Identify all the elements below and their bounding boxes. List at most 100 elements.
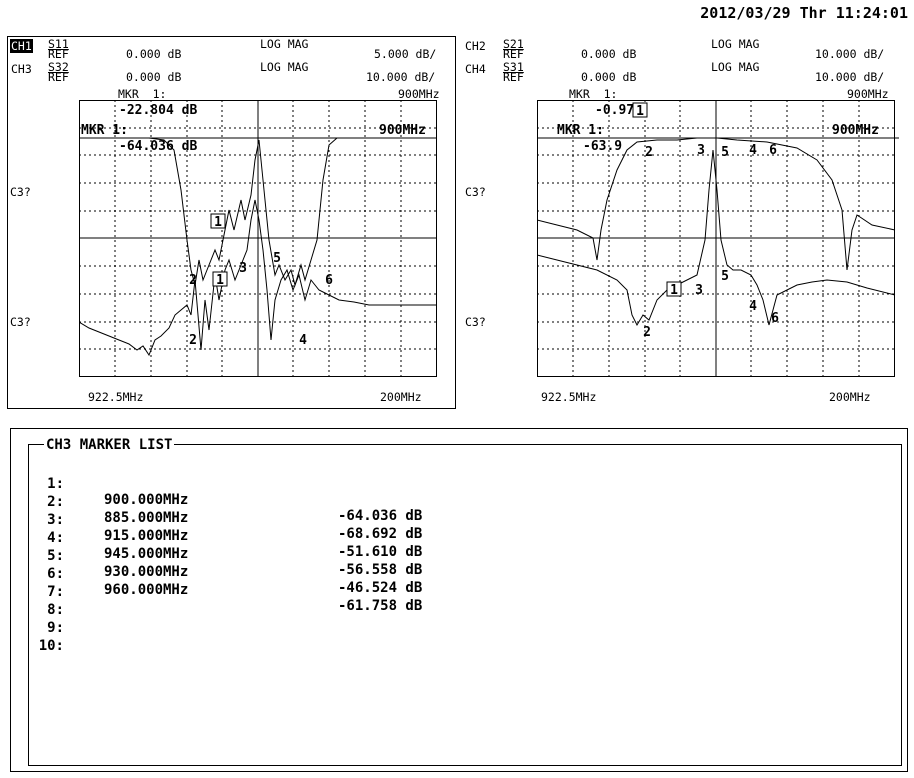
left-marker-6: 6 [325,273,333,288]
list-item[interactable]: 9: [38,604,638,636]
ch2-format: LOG MAG [711,37,760,51]
left-marker-1-top: 1 [214,215,222,230]
ch2-ref: REF [503,47,524,61]
ch4-scale: 10.000 dB/ [815,70,885,84]
ch4-format: LOG MAG [711,60,760,74]
right-marker-b-freq: 900MHz [832,123,879,138]
left-marker-4: 4 [299,333,307,348]
right-marker-2: 2 [645,145,653,160]
ch4-param: S31 [503,60,524,74]
right-marker-b-label: MKR 1: [557,123,604,138]
list-item[interactable]: 6: 960.000MHz -61.758 dB [38,550,638,614]
ch3-ref: REF [48,70,69,84]
right-marker-a-value: -0.97 [595,103,634,118]
marker-list-panel: CH3 MARKER LIST 1: 900.000MHz -64.036 dB… [10,418,908,772]
marker-value: -46.524 dB [338,580,423,596]
list-item[interactable]: 7: [38,568,638,600]
left-side-label-2: C3? [10,315,31,329]
ch1-ref-val: 0.000 dB [126,47,182,61]
marker-value: -68.692 dB [338,526,423,542]
ch4-tag[interactable]: CH4 [465,62,486,76]
right-start-freq: 922.5MHz [541,390,597,404]
left-marker-b-value: -64.036 dB [119,139,197,154]
list-item[interactable]: 10: [38,622,638,654]
ch1-ref: REF [48,47,69,61]
right-trace-plot[interactable]: -0.97 MKR 1: 900MHz -63.9 1 1 2 2 3 3 4 … [537,100,899,378]
left-panel: CH1 S11 REF 0.000 dB LOG MAG 5.000 dB/ C… [7,36,456,409]
marker-value: -64.036 dB [338,508,423,524]
ch3-param: S32 [48,60,69,74]
left-marker-a-value: -22.804 dB [119,103,197,118]
list-item[interactable]: 3: 915.000MHz -51.610 dB [38,496,638,560]
list-item[interactable]: 4: 945.000MHz -56.558 dB [38,514,638,578]
marker-index: 2: [47,494,64,510]
marker-index: 3: [47,512,64,528]
right-marker-1-top: 1 [636,104,644,119]
list-item[interactable]: 2: 885.000MHz -68.692 dB [38,478,638,542]
marker-frequency: 945.000MHz [104,546,189,562]
ch3-ref-val: 0.000 dB [126,70,182,84]
marker-index: 7: [47,584,64,600]
ch2-scale: 10.000 dB/ [815,47,885,61]
left-stop-freq: 200MHz [380,390,422,404]
marker-list-frame [10,428,908,772]
left-start-freq: 922.5MHz [88,390,144,404]
left-marker-a-label: MKR 1: [118,87,167,101]
left-marker-5: 5 [273,251,281,266]
right-stop-freq: 200MHz [829,390,871,404]
list-item[interactable]: 8: [38,586,638,618]
datetime-readout: 2012/03/29 Thr 11:24:01 [700,4,908,22]
right-marker-3: 3 [697,143,705,158]
marker-frequency: 930.000MHz [104,564,189,580]
marker-list-inner-frame [28,444,902,766]
marker-index: 1: [47,476,64,492]
left-marker-b-label: MKR 1: [81,123,128,138]
marker-index: 8: [47,602,64,618]
right-side-label-1: C3? [465,185,486,199]
right-marker-b-value: -63.9 [583,139,622,154]
right-marker-a-freq: 900MHz [847,87,889,101]
ch4-ref-val: 0.000 dB [581,70,637,84]
marker-index: 4: [47,530,64,546]
right-side-label-2: C3? [465,315,486,329]
ch1-tag[interactable]: CH1 [10,39,33,53]
right-marker-6: 6 [769,143,777,158]
list-item[interactable]: 1: 900.000MHz -64.036 dB [38,460,638,524]
right-marker-2b: 2 [643,325,651,340]
marker-frequency: 900.000MHz [104,492,189,508]
ch3-format: LOG MAG [260,60,309,74]
marker-value: -61.758 dB [338,598,423,614]
ch2-ref-val: 0.000 dB [581,47,637,61]
left-side-label-1: C3? [10,185,31,199]
right-marker-6b: 6 [771,311,779,326]
list-item[interactable]: 5: 930.000MHz -46.524 dB [38,532,638,596]
marker-frequency: 885.000MHz [104,510,189,526]
right-marker-5: 5 [721,145,729,160]
right-marker-5b: 5 [721,269,729,284]
right-marker-4b: 4 [749,299,757,314]
marker-index: 9: [47,620,64,636]
ch1-format: LOG MAG [260,37,309,51]
left-marker-a-freq: 900MHz [398,87,440,101]
ch3-tag[interactable]: CH3 [11,62,32,76]
right-marker-4: 4 [749,143,757,158]
ch4-ref: REF [503,70,524,84]
left-marker-b-freq: 900MHz [379,123,426,138]
marker-index: 10: [38,638,64,654]
marker-frequency: 960.000MHz [104,582,189,598]
right-panel: CH2 S21 REF 0.000 dB LOG MAG 10.000 dB/ … [462,36,908,409]
left-marker-2b: 2 [189,333,197,348]
right-marker-a-label: MKR 1: [569,87,618,101]
marker-frequency: 915.000MHz [104,528,189,544]
marker-value: -51.610 dB [338,544,423,560]
marker-value: -56.558 dB [338,562,423,578]
marker-index: 5: [47,548,64,564]
left-marker-1-bottom: 1 [216,273,224,288]
ch2-tag[interactable]: CH2 [465,39,486,53]
ch1-param: S11 [48,37,69,51]
ch2-param: S21 [503,37,524,51]
marker-list-title: CH3 MARKER LIST [44,437,175,453]
marker-index: 6: [47,566,64,582]
ch1-scale: 5.000 dB/ [374,47,437,61]
left-trace-plot[interactable]: -22.804 dB MKR 1: 900MHz -64.036 dB 1 1 … [79,100,439,378]
